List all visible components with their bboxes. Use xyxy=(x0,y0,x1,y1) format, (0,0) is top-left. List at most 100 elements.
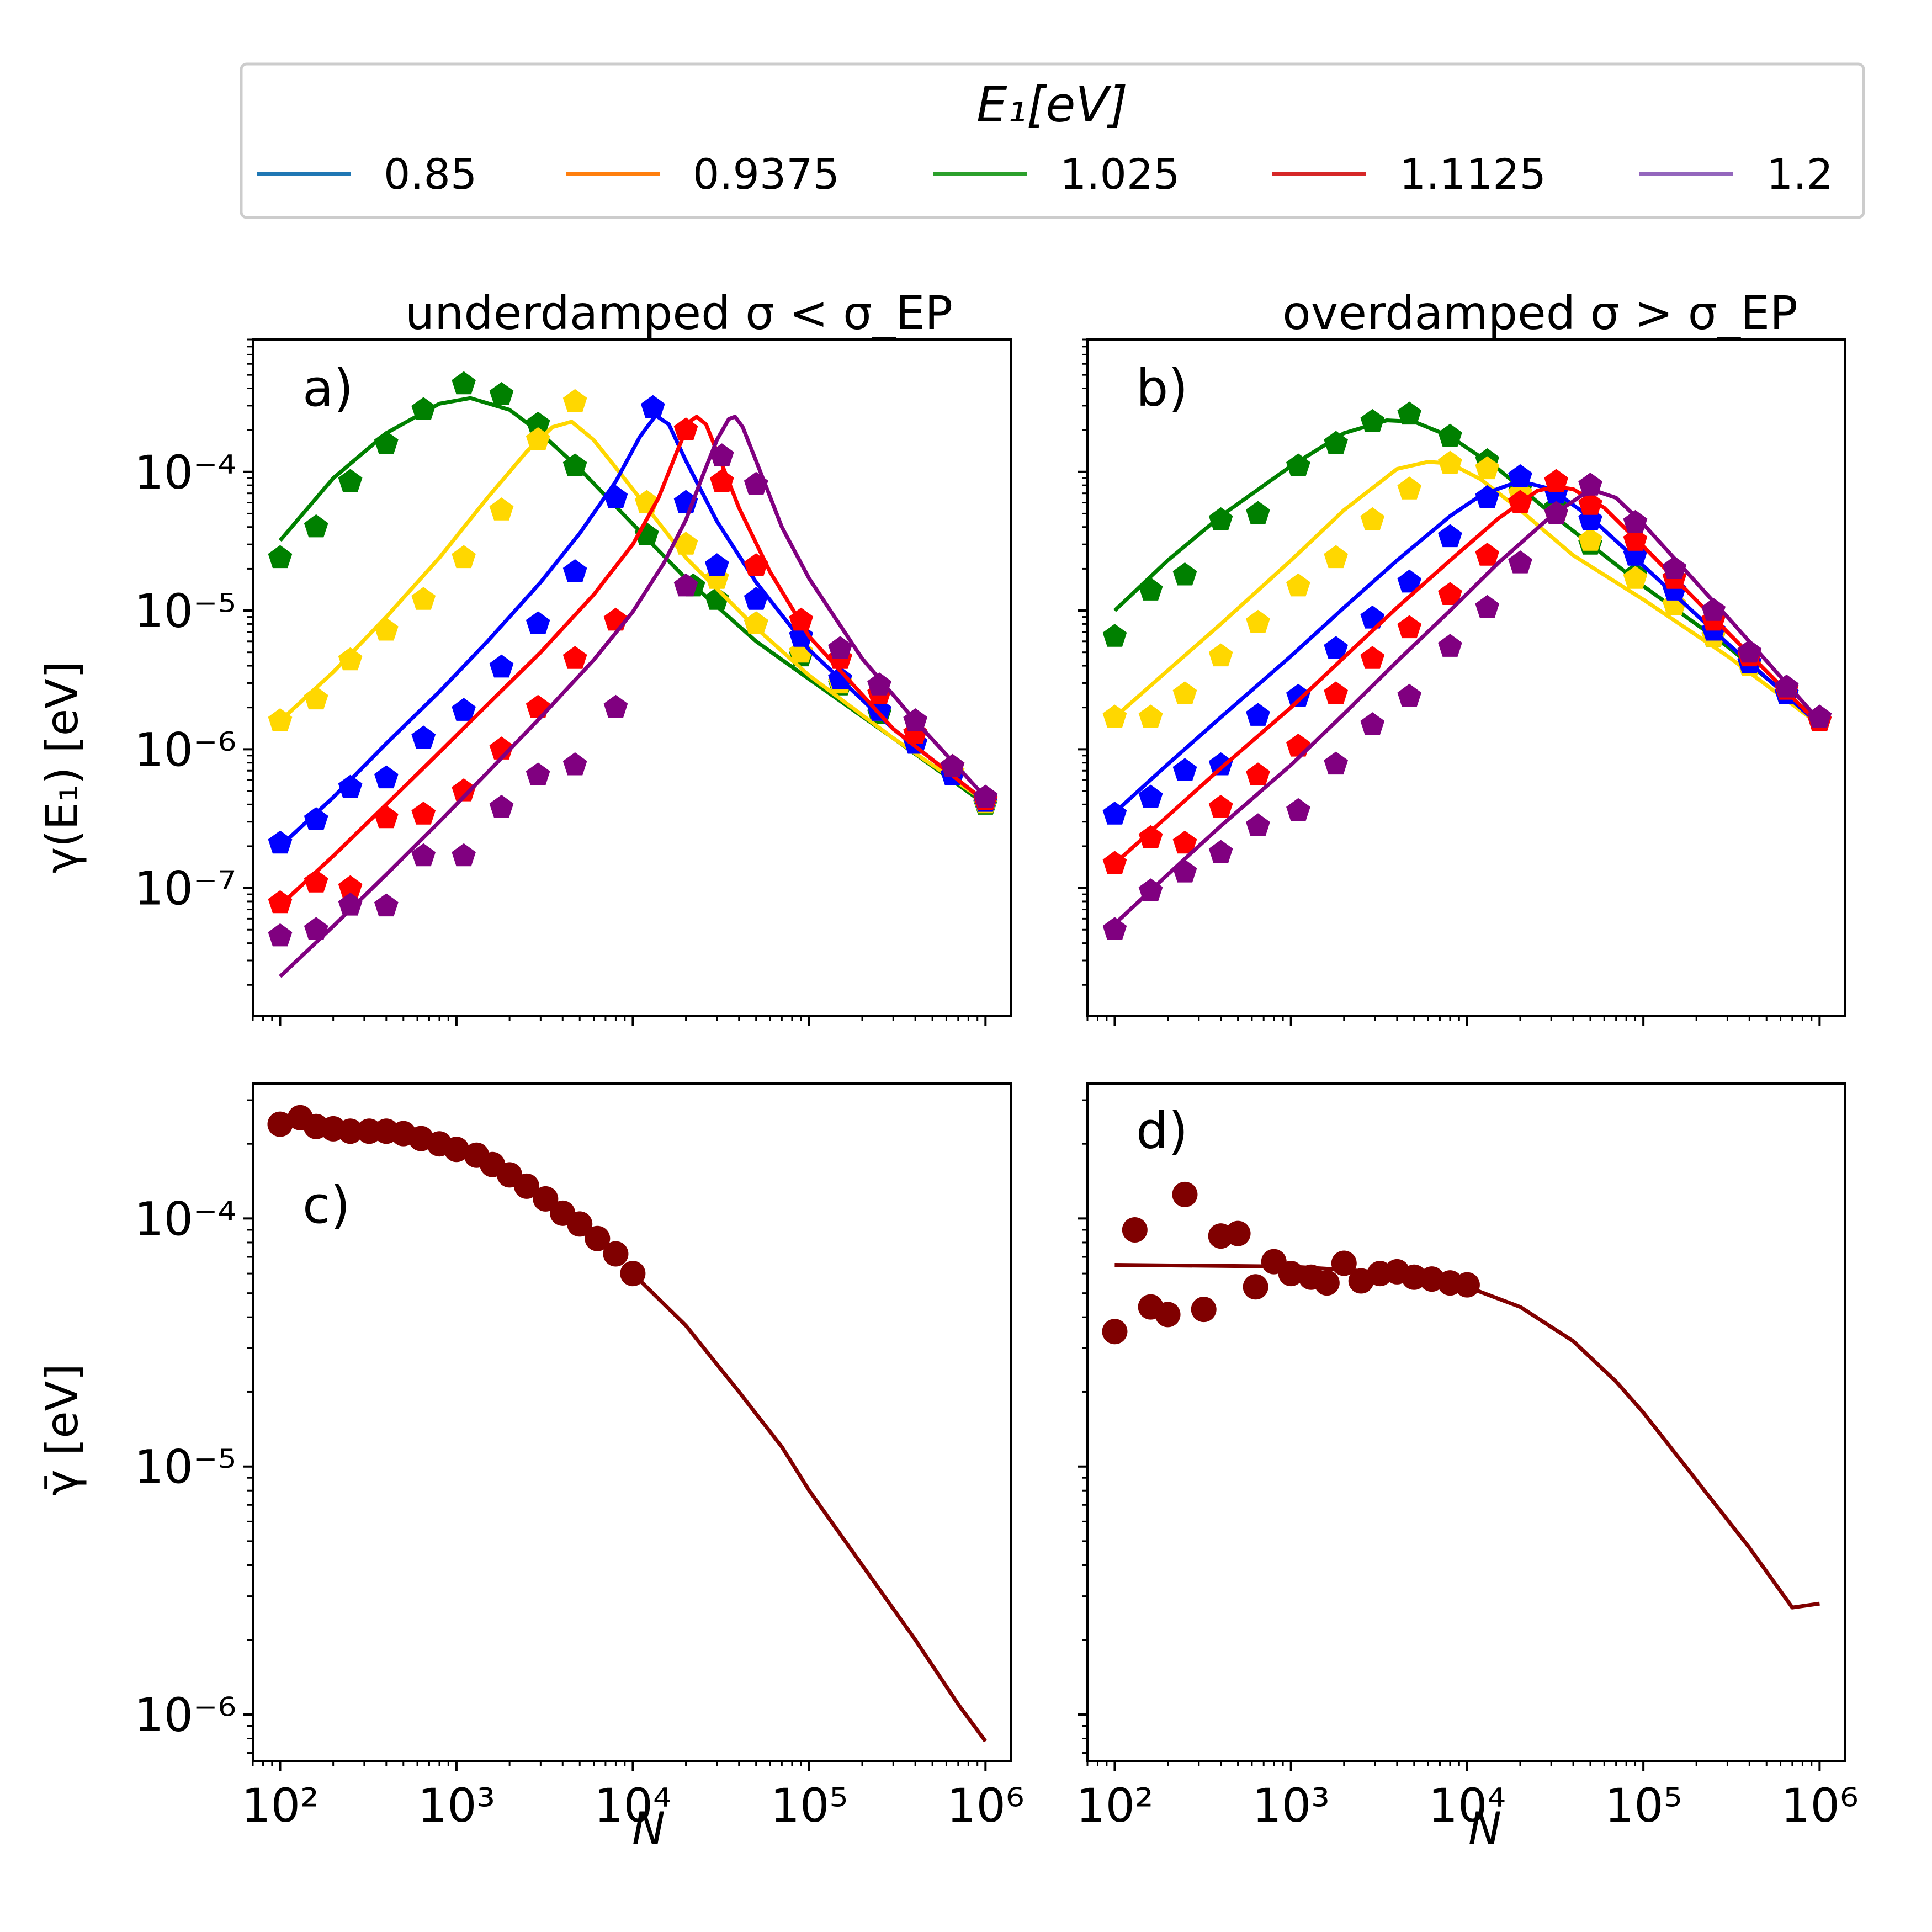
data-point-purple xyxy=(1508,550,1532,574)
series-line-mean xyxy=(631,1272,988,1743)
data-point-blue xyxy=(704,553,729,576)
data-point-yellow xyxy=(1208,643,1233,667)
plot-area xyxy=(267,1105,988,1743)
y-tick-label: 10⁻⁴ xyxy=(134,1192,236,1246)
data-point-red xyxy=(1102,851,1127,874)
x-tick-label: 10³ xyxy=(418,1779,496,1833)
panel-label: a) xyxy=(302,359,353,418)
data-point-yellow xyxy=(1246,609,1270,633)
data-point-red xyxy=(1544,469,1568,492)
data-point-red xyxy=(1438,582,1462,605)
data-point-purple xyxy=(1438,634,1462,657)
data-point-green xyxy=(526,411,550,435)
data-point-purple xyxy=(673,573,698,597)
data-point-yellow xyxy=(374,617,399,641)
data-point-mean xyxy=(1454,1272,1480,1298)
data-point-blue xyxy=(1246,703,1270,726)
data-point-blue xyxy=(1475,485,1500,508)
data-point-purple xyxy=(903,708,928,731)
data-point-green xyxy=(1138,577,1163,601)
data-point-purple xyxy=(940,753,965,777)
data-point-green xyxy=(411,397,436,420)
series-line-yellow xyxy=(279,420,987,803)
panel-b: b) xyxy=(1078,338,1846,1026)
data-point-green xyxy=(338,469,363,492)
data-point-blue xyxy=(1438,524,1462,548)
data-point-yellow xyxy=(1438,450,1462,474)
data-point-green xyxy=(1286,453,1310,476)
data-point-purple xyxy=(526,762,550,785)
data-point-blue xyxy=(1138,784,1163,808)
data-point-green xyxy=(1360,408,1385,432)
data-point-red xyxy=(673,417,698,440)
data-point-yellow xyxy=(1102,704,1127,728)
data-point-purple xyxy=(973,784,998,808)
panel-label: b) xyxy=(1136,359,1188,418)
data-point-green xyxy=(268,545,293,569)
data-point-purple xyxy=(1544,501,1568,524)
data-point-red xyxy=(789,607,814,631)
x-tick-label: 10⁵ xyxy=(1605,1779,1682,1833)
data-point-yellow xyxy=(562,389,587,412)
data-point-purple xyxy=(603,694,628,718)
panel-frame xyxy=(252,338,1012,1017)
y-tick-label: 10⁻⁵ xyxy=(134,1440,236,1494)
data-point-mean xyxy=(1155,1302,1181,1328)
data-point-mean xyxy=(620,1261,646,1287)
data-point-red xyxy=(1208,794,1233,818)
data-point-yellow xyxy=(411,587,436,610)
plot-area xyxy=(268,371,998,978)
data-point-purple xyxy=(1246,813,1270,836)
data-point-purple xyxy=(304,917,328,940)
data-point-blue xyxy=(1286,683,1310,707)
legend-label-2: 1.025 xyxy=(1060,150,1180,199)
data-point-mean xyxy=(514,1173,540,1199)
data-point-yellow xyxy=(489,497,514,521)
xlabel-right: N xyxy=(1468,1803,1501,1854)
data-point-purple xyxy=(1623,509,1648,533)
series-line-blue xyxy=(279,413,987,848)
x-tick-label: 10³ xyxy=(1252,1779,1330,1833)
data-point-yellow xyxy=(1324,545,1348,569)
data-point-blue xyxy=(640,395,665,418)
data-point-blue xyxy=(411,725,436,749)
legend-label-1: 0.9375 xyxy=(693,150,840,199)
data-point-red xyxy=(1360,646,1385,669)
data-point-purple xyxy=(1397,683,1422,707)
data-point-mean xyxy=(1172,1181,1198,1207)
data-point-blue xyxy=(1208,752,1233,776)
title-underdamped: underdamped σ < σ_EP xyxy=(405,286,953,340)
data-point-yellow xyxy=(268,708,293,731)
data-point-red xyxy=(1508,490,1532,513)
data-point-yellow xyxy=(744,611,768,634)
data-point-blue xyxy=(1397,569,1422,593)
data-point-red xyxy=(562,646,587,669)
data-point-blue xyxy=(1172,758,1197,781)
data-point-red xyxy=(709,469,734,492)
y-tick-label: 10⁻⁶ xyxy=(134,723,236,777)
data-point-purple xyxy=(1208,840,1233,863)
data-point-red xyxy=(268,890,293,914)
data-point-blue xyxy=(828,666,852,689)
data-point-mean xyxy=(1225,1220,1251,1246)
data-point-red xyxy=(1397,615,1422,639)
data-point-yellow xyxy=(1397,476,1422,500)
data-point-yellow xyxy=(338,647,363,671)
legend-label-0: 0.85 xyxy=(384,150,477,199)
panel-c: 10² 10³ 10⁴ 10⁵ 10⁶ 10⁻⁴ 10⁻⁵ 10⁻⁶ c) xyxy=(134,1082,1025,1833)
y-tick-label: 10⁻⁶ xyxy=(134,1688,236,1742)
data-point-purple xyxy=(1774,675,1799,698)
legend-label-4: 1.2 xyxy=(1766,150,1833,199)
data-point-blue xyxy=(489,654,514,678)
data-point-red xyxy=(1324,681,1348,704)
data-point-purple xyxy=(1662,556,1687,579)
data-point-yellow xyxy=(1286,573,1310,597)
x-tick-label: 10² xyxy=(1076,1779,1154,1833)
data-point-purple xyxy=(744,471,768,495)
data-point-mean xyxy=(1102,1319,1128,1345)
x-tick-label: 10⁴ xyxy=(1429,1779,1506,1833)
panel-frame xyxy=(1086,338,1846,1017)
data-point-red xyxy=(338,875,363,899)
panel-frame xyxy=(1086,1082,1846,1762)
